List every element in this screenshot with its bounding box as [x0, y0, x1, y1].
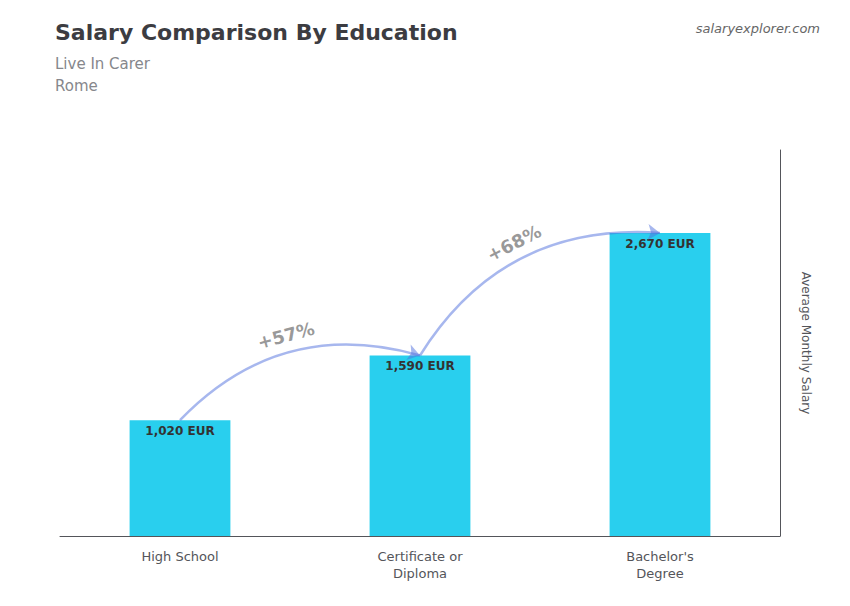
svg-text:2,670 EUR: 2,670 EUR — [625, 237, 694, 251]
svg-text:Rome: Rome — [55, 77, 98, 95]
svg-text:salaryexplorer.com: salaryexplorer.com — [696, 21, 820, 36]
svg-text:Degree: Degree — [636, 566, 683, 581]
svg-text:Live In Carer: Live In Carer — [55, 55, 151, 73]
svg-text:Average Monthly Salary: Average Monthly Salary — [799, 272, 813, 415]
svg-text:1,590 EUR: 1,590 EUR — [385, 359, 454, 373]
svg-text:High School: High School — [141, 549, 218, 564]
svg-text:1,020 EUR: 1,020 EUR — [145, 424, 214, 438]
svg-text:Salary Comparison By Education: Salary Comparison By Education — [55, 20, 458, 45]
svg-text:+68%: +68% — [483, 220, 544, 265]
svg-text:+57%: +57% — [255, 318, 317, 353]
svg-text:Diploma: Diploma — [393, 566, 447, 581]
svg-text:Bachelor's: Bachelor's — [626, 549, 694, 564]
svg-text:Certificate or: Certificate or — [378, 549, 464, 564]
